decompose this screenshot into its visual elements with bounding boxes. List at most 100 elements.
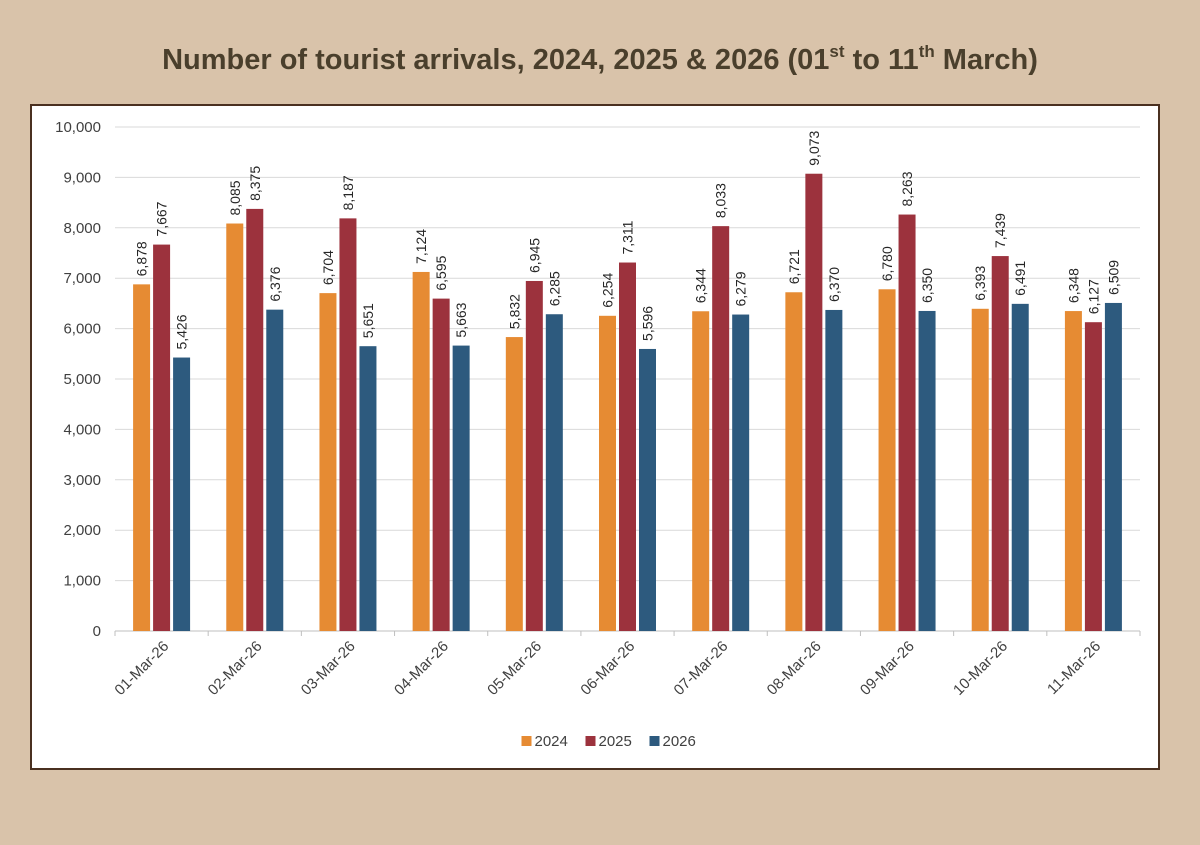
bar-2025-03-Mar-26: [339, 218, 357, 632]
data-label: 6,780: [879, 246, 895, 281]
bar-2026-02-Mar-26: [266, 309, 284, 631]
bar-2025-10-Mar-26: [991, 256, 1009, 631]
x-tick-label: 03-Mar-26: [298, 638, 359, 699]
x-tick-label: 07-Mar-26: [671, 638, 732, 699]
x-tick-label: 05-Mar-26: [484, 638, 545, 699]
data-label: 6,370: [826, 267, 842, 302]
data-label: 6,285: [546, 271, 562, 306]
x-tick-label: 06-Mar-26: [577, 638, 638, 699]
data-label: 8,187: [340, 175, 356, 210]
legend-label-2025: 2025: [599, 733, 632, 750]
bar-2026-10-Mar-26: [1011, 303, 1029, 631]
y-tick-label: 8,000: [63, 220, 101, 237]
bar-2024-08-Mar-26: [785, 292, 803, 631]
x-tick-label: 01-Mar-26: [111, 638, 172, 699]
legend-label-2024: 2024: [535, 733, 568, 750]
data-label: 6,279: [733, 271, 749, 306]
y-tick-label: 0: [93, 623, 101, 640]
legend: 2024 2025 2026: [521, 733, 696, 750]
x-tick-label: 09-Mar-26: [857, 638, 918, 699]
legend-label-2026: 2026: [663, 733, 696, 750]
x-tick-label: 02-Mar-26: [205, 638, 266, 699]
data-label: 8,085: [227, 180, 243, 215]
data-label: 8,375: [247, 166, 263, 201]
bar-2024-01-Mar-26: [133, 284, 151, 631]
chart-frame: 0 1,000 2,000 3,000 4,000 5,000 6,000 7,000 8,00…: [30, 104, 1160, 770]
data-label: 5,651: [360, 303, 376, 338]
bar-2024-07-Mar-26: [692, 311, 710, 631]
data-label: 6,350: [919, 268, 935, 303]
bar-2025-05-Mar-26: [525, 280, 543, 631]
y-tick-label: 10,000: [55, 119, 101, 136]
data-label: 6,595: [433, 255, 449, 290]
data-label: 6,344: [693, 268, 709, 303]
data-label: 7,667: [154, 201, 170, 236]
y-tick-label: 9,000: [63, 169, 101, 186]
data-label: 6,127: [1085, 279, 1101, 314]
y-tick-label: 3,000: [63, 472, 101, 489]
bar-2025-09-Mar-26: [898, 214, 916, 631]
data-label: 6,878: [134, 241, 150, 276]
bar-2026-05-Mar-26: [545, 314, 563, 631]
y-tick-label: 1,000: [63, 573, 101, 590]
bar-2026-07-Mar-26: [732, 314, 750, 631]
bar-2026-11-Mar-26: [1104, 302, 1122, 631]
bar-2026-09-Mar-26: [918, 310, 936, 631]
bar-chart: 0 1,000 2,000 3,000 4,000 5,000 6,000 7,000 8,00…: [55, 119, 1141, 750]
bar-2024-02-Mar-26: [226, 223, 244, 631]
bar-2024-04-Mar-26: [412, 271, 430, 631]
y-tick-label: 7,000: [63, 270, 101, 287]
legend-swatch-2024: [521, 736, 532, 746]
bar-2025-11-Mar-26: [1084, 322, 1102, 631]
data-label: 7,311: [620, 220, 636, 254]
x-tick-label: 04-Mar-26: [391, 638, 452, 699]
bar-2026-01-Mar-26: [173, 357, 191, 631]
bar-2026-04-Mar-26: [452, 345, 470, 631]
bar-2026-03-Mar-26: [359, 346, 377, 631]
bar-2024-09-Mar-26: [878, 289, 896, 631]
data-label: 9,073: [806, 130, 822, 165]
bars: [133, 173, 1122, 632]
data-label: 7,124: [413, 229, 429, 264]
x-tick-label: 10-Mar-26: [950, 638, 1011, 699]
data-label: 5,596: [640, 306, 656, 341]
legend-swatch-2025: [585, 736, 596, 746]
x-axis: 01-Mar-26 02-Mar-26 03-Mar-26 04-Mar-26 05-M…: [111, 631, 1141, 699]
y-tick-label: 5,000: [63, 371, 101, 388]
x-tick-label: 08-Mar-26: [764, 638, 825, 699]
chart-title: Number of tourist arrivals, 2024, 2025 &…: [162, 42, 1038, 76]
data-label: 8,263: [899, 171, 915, 206]
bar-2025-02-Mar-26: [246, 208, 264, 631]
bar-2024-05-Mar-26: [505, 337, 523, 631]
data-label: 6,945: [526, 238, 542, 273]
data-label: 5,832: [506, 294, 522, 329]
data-label: 6,348: [1065, 268, 1081, 303]
data-label: 6,704: [320, 250, 336, 285]
bar-2026-08-Mar-26: [825, 309, 843, 631]
bar-2025-07-Mar-26: [712, 226, 730, 631]
x-tick-label: 11-Mar-26: [1044, 638, 1104, 698]
legend-swatch-2026: [649, 736, 660, 746]
y-axis: 0 1,000 2,000 3,000 4,000 5,000 6,000 7,000 8,00…: [55, 119, 101, 640]
data-label: 6,393: [972, 266, 988, 301]
data-label: 6,254: [600, 273, 616, 308]
data-label: 6,491: [1012, 261, 1028, 296]
y-tick-label: 6,000: [63, 321, 101, 338]
bar-2026-06-Mar-26: [639, 348, 656, 631]
bar-2024-06-Mar-26: [599, 315, 616, 631]
data-label: 5,426: [174, 314, 190, 349]
bar-2025-06-Mar-26: [619, 262, 636, 631]
bar-2025-04-Mar-26: [432, 298, 450, 631]
data-label: 8,033: [713, 183, 729, 218]
data-label: 6,376: [267, 266, 283, 301]
y-tick-label: 2,000: [63, 522, 101, 539]
data-label: 5,663: [453, 302, 469, 337]
bar-2024-11-Mar-26: [1064, 311, 1082, 631]
bar-2024-10-Mar-26: [971, 308, 989, 631]
bar-2025-01-Mar-26: [153, 244, 171, 632]
bar-2025-08-Mar-26: [805, 173, 823, 631]
data-label: 7,439: [992, 213, 1008, 248]
data-label: 6,509: [1105, 260, 1121, 295]
y-tick-label: 4,000: [63, 421, 101, 438]
